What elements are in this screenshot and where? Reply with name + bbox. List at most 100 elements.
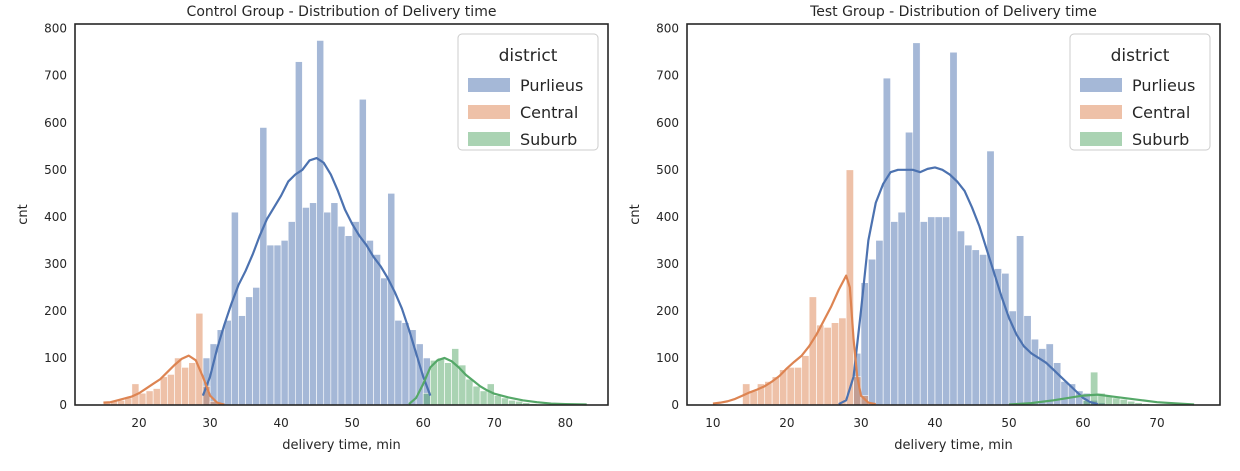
x-tick-label: 40 xyxy=(273,416,288,430)
y-tick-label: 100 xyxy=(44,351,67,365)
bar-purlieus xyxy=(330,202,339,406)
bar-central xyxy=(159,376,168,406)
bar-purlieus xyxy=(280,240,289,406)
bar-purlieus xyxy=(1023,315,1032,406)
x-tick-label: 80 xyxy=(558,416,573,430)
legend-box xyxy=(457,33,599,151)
bar-purlieus xyxy=(942,216,951,406)
y-tick-label: 300 xyxy=(656,257,679,271)
bar-central xyxy=(786,367,795,406)
legend-label-purlieus: Purlieus xyxy=(1132,76,1195,95)
bar-purlieus xyxy=(266,244,275,406)
bar-purlieus xyxy=(252,287,261,406)
bar-central xyxy=(152,388,161,406)
bar-purlieus xyxy=(971,249,980,406)
y-tick-label: 0 xyxy=(671,398,679,412)
legend-label-suburb: Suburb xyxy=(1132,130,1189,149)
bar-suburb xyxy=(437,357,445,406)
bar-central xyxy=(181,367,190,406)
bar-purlieus xyxy=(344,235,353,406)
bar-purlieus xyxy=(351,221,360,406)
bar-suburb xyxy=(501,397,509,406)
x-tick-label: 20 xyxy=(779,416,794,430)
y-axis-label: cnt xyxy=(628,204,643,224)
bar-purlieus xyxy=(964,244,973,406)
bar-purlieus xyxy=(1001,272,1010,406)
x-axis-label: delivery time, min xyxy=(282,438,401,453)
bar-suburb xyxy=(1090,371,1099,406)
legend: district Purlieus Central Suburb xyxy=(1069,33,1211,151)
y-tick-label: 600 xyxy=(44,116,67,130)
legend-title: district xyxy=(499,46,558,66)
kde-line-central xyxy=(103,354,225,406)
y-tick-label: 200 xyxy=(656,304,679,318)
legend: district Purlieus Central Suburb xyxy=(457,33,599,151)
bar-central xyxy=(838,317,847,406)
bar-purlieus xyxy=(986,150,995,406)
bar-purlieus xyxy=(358,98,367,406)
bar-purlieus xyxy=(259,127,268,406)
legend-swatch-central xyxy=(468,105,510,119)
x-axis-label: delivery time, min xyxy=(894,438,1013,453)
y-tick-label: 400 xyxy=(656,210,679,224)
bar-purlieus xyxy=(993,268,1002,406)
bar-purlieus xyxy=(223,320,232,406)
bar-central xyxy=(794,367,803,406)
x-tick-label: 50 xyxy=(345,416,360,430)
bar-purlieus xyxy=(905,131,914,406)
bar-purlieus xyxy=(934,216,943,406)
y-tick-label: 700 xyxy=(44,69,67,83)
bar-central xyxy=(167,374,175,406)
y-tick-label: 700 xyxy=(656,69,679,83)
y-tick-label: 500 xyxy=(656,163,679,177)
bar-purlieus xyxy=(380,277,388,406)
bar-purlieus xyxy=(316,40,325,406)
bar-suburb xyxy=(493,395,502,406)
bar-central xyxy=(808,296,817,406)
y-tick-label: 800 xyxy=(656,22,679,36)
bar-purlieus xyxy=(912,42,921,406)
bar-purlieus xyxy=(273,244,282,406)
y-tick-label: 0 xyxy=(59,398,67,412)
bar-purlieus xyxy=(875,240,884,406)
bar-purlieus xyxy=(949,51,958,406)
y-tick-label: 500 xyxy=(44,163,67,177)
x-tick-label: 70 xyxy=(1149,416,1164,430)
bar-central xyxy=(195,312,204,406)
bar-purlieus xyxy=(1038,348,1047,406)
x-tick-label: 30 xyxy=(202,416,217,430)
bar-purlieus xyxy=(373,254,381,406)
bar-purlieus xyxy=(238,315,246,406)
bar-central xyxy=(188,362,197,406)
bar-purlieus xyxy=(927,216,936,406)
bar-purlieus xyxy=(401,322,410,406)
bar-purlieus xyxy=(956,230,965,406)
legend-swatch-purlieus xyxy=(468,78,510,92)
bar-central xyxy=(816,324,825,406)
bar-purlieus xyxy=(882,77,891,406)
bar-purlieus xyxy=(1045,343,1054,406)
y-tick-label: 400 xyxy=(44,210,67,224)
bar-purlieus xyxy=(394,320,403,406)
bar-purlieus xyxy=(337,225,346,406)
bar-central xyxy=(145,390,154,406)
x-tick-label: 40 xyxy=(927,416,942,430)
x-tick-label: 60 xyxy=(1075,416,1090,430)
bar-purlieus xyxy=(868,258,877,406)
legend-title: district xyxy=(1111,46,1170,66)
y-tick-label: 800 xyxy=(44,22,67,36)
kde-line-purlieus xyxy=(201,156,432,396)
legend-swatch-suburb xyxy=(468,132,510,146)
bar-suburb xyxy=(451,348,460,406)
bar-suburb xyxy=(479,390,488,406)
bar-central xyxy=(138,392,147,406)
bar-purlieus xyxy=(309,202,317,406)
plot-frame xyxy=(74,23,609,406)
bar-purlieus xyxy=(231,211,239,406)
bar-purlieus xyxy=(897,211,906,406)
legend-label-central: Central xyxy=(1132,103,1190,122)
kde-line-suburb xyxy=(1008,393,1195,406)
bar-purlieus xyxy=(295,61,303,406)
bar-purlieus xyxy=(245,296,253,406)
